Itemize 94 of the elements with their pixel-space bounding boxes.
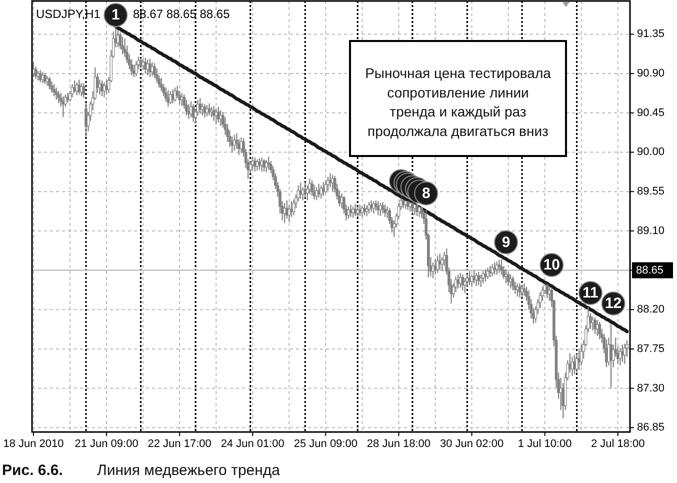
candlestick — [206, 104, 208, 117]
candlestick — [498, 259, 501, 274]
candlestick — [208, 102, 211, 116]
candlestick — [480, 274, 482, 288]
x-tick-label: 22 Jun 17:00 — [148, 438, 212, 450]
candlestick — [356, 206, 360, 218]
candlestick — [142, 58, 144, 71]
candlestick — [594, 316, 596, 335]
candlestick — [464, 278, 466, 294]
candlestick — [358, 204, 362, 217]
candlestick — [121, 36, 124, 55]
x-tick-label: 24 Jun 01:00 — [220, 438, 284, 450]
candlestick — [52, 84, 56, 97]
candlestick — [258, 158, 261, 170]
candlestick — [267, 156, 270, 170]
ref-line-label: 88.65 — [636, 264, 664, 276]
x-tick-label: 30 Jun 02:00 — [440, 438, 504, 450]
candlestick — [100, 80, 104, 97]
candlestick — [580, 344, 583, 366]
candlestick — [134, 60, 138, 77]
candlestick — [210, 106, 213, 118]
candlestick — [461, 274, 464, 291]
y-tick-label: 90.90 — [637, 68, 665, 80]
candlestick — [326, 176, 330, 192]
x-tick-label: 21 Jun 09:00 — [74, 438, 138, 450]
candlestick — [456, 274, 460, 290]
candlestick — [41, 71, 44, 84]
candlestick — [516, 282, 519, 298]
candlestick — [148, 58, 152, 78]
candlestick — [288, 204, 291, 223]
candlestick — [352, 206, 354, 218]
y-tick-label: 88.20 — [637, 304, 665, 316]
text: Линия медвежьего тренда — [97, 462, 281, 479]
text: USDJPY,H1 — [36, 7, 101, 21]
candlestick — [57, 90, 60, 104]
y-tick-label: 91.35 — [637, 28, 665, 40]
candlestick — [598, 321, 602, 340]
candlestick — [347, 206, 350, 220]
candlestick — [262, 158, 266, 172]
candlestick — [299, 182, 302, 200]
candlestick — [573, 354, 576, 375]
x-tick-label: 1 Jul 10:00 — [518, 438, 572, 450]
candlestick — [73, 80, 76, 94]
candlestick — [509, 274, 512, 290]
annotation: 1 — [112, 6, 120, 24]
candlestick — [198, 97, 202, 114]
candlestick — [146, 59, 150, 76]
candlestick — [214, 108, 218, 125]
candlestick — [82, 82, 86, 99]
candlestick — [54, 87, 58, 100]
candlestick — [621, 344, 624, 363]
x-tick-label: 25 Jun 09:00 — [294, 438, 358, 450]
y-tick-label: 90.45 — [637, 106, 665, 119]
y-tick-label: 86.85 — [637, 422, 665, 434]
text: 88.67 88.65 88.65 — [133, 7, 230, 21]
candlestick — [320, 184, 323, 200]
annotation: 8 — [422, 184, 430, 202]
y-tick-label: 87.75 — [637, 342, 665, 355]
candlestick — [331, 174, 334, 192]
candlestick — [44, 73, 46, 85]
candlestick — [372, 200, 376, 214]
candlestick — [468, 270, 471, 286]
candlestick — [105, 79, 108, 96]
candlestick — [48, 76, 51, 90]
candlestick — [381, 202, 384, 214]
annotation: 10 — [543, 256, 560, 274]
candlestick — [511, 276, 514, 291]
candlestick — [408, 202, 412, 212]
candlestick — [153, 62, 156, 78]
annotation: 11 — [582, 284, 598, 302]
candlestick — [116, 29, 120, 48]
candlestick — [472, 270, 476, 284]
candlestick — [322, 181, 325, 197]
candlestick — [217, 106, 220, 124]
annotation: Рыночная цена тестировала сопротивление линии тренда и каждый раз продолжала двигаться вниз — [365, 65, 552, 139]
y-tick-label: 89.55 — [637, 186, 665, 198]
annotation: 9 — [502, 234, 510, 251]
annotation: 12 — [604, 294, 622, 312]
candlestick — [283, 202, 286, 224]
y-tick-label: 90.00 — [637, 146, 665, 158]
candlestick — [365, 205, 368, 217]
y-tick-label: 87.30 — [637, 382, 665, 394]
candlestick — [304, 181, 307, 198]
candlestick — [610, 323, 612, 389]
x-tick-label: 18 Jun 2010 — [3, 438, 64, 450]
candlestick — [477, 271, 480, 286]
x-tick-label: 2 Jul 18:00 — [590, 438, 645, 450]
candlestick — [36, 70, 40, 82]
candlestick — [78, 79, 81, 96]
y-tick-label: 89.10 — [637, 224, 665, 237]
text: Рис. 6.6. — [2, 462, 63, 479]
x-tick-label: 28 Jun 18:00 — [366, 438, 431, 450]
candlestick — [436, 254, 439, 274]
candlestick — [623, 343, 626, 364]
